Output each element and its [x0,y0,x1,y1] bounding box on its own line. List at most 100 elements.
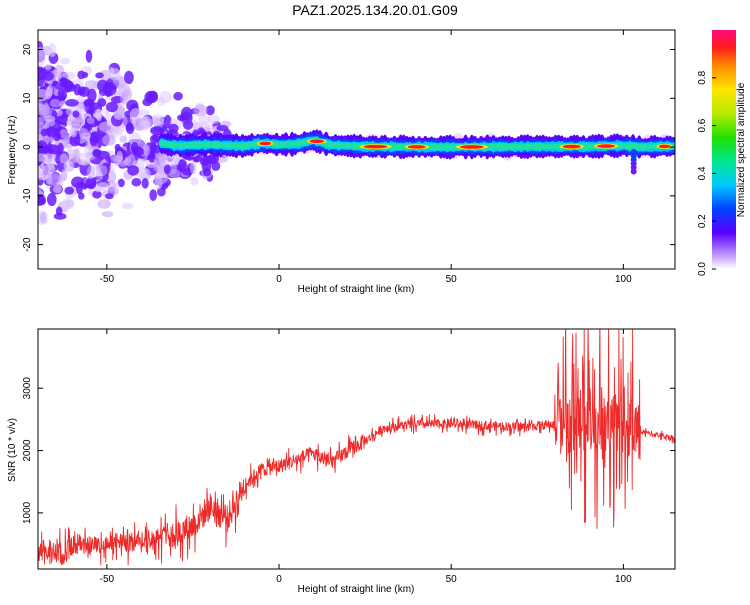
spectrogram-panel: -50 0 50 100 -20 -10 0 10 20 Height of straight… [7,29,747,295]
x-tick-label: 50 [446,574,458,585]
noise-blob [105,101,118,113]
x-tick-label: 0 [276,274,282,285]
noise-blob [44,63,52,71]
spectrogram-x-ticks: -50 0 50 100 [100,30,632,285]
hot-segment [309,139,325,144]
noise-blob [55,206,63,216]
noise-blob [53,212,67,220]
noise-blob [61,198,75,210]
noise-blob [97,199,112,209]
noise-blob [101,211,114,218]
noise-blob [63,160,75,172]
noise-blob [216,124,229,132]
x-tick-label: -50 [100,274,115,285]
noise-blob [95,108,103,122]
spectrogram-y-axis-label: Frequency (Hz) [7,116,18,185]
noise-blob [201,159,212,173]
noise-blob [38,196,46,206]
spectrogram-x-axis-label: Height of straight line (km) [298,284,415,295]
noise-blob [207,115,221,124]
noise-blob [45,152,57,161]
figure-title: PAZ1.2025.134.20.01.G09 [292,2,458,18]
noise-blob [60,79,73,93]
noise-blob [59,129,68,139]
noise-blob [143,144,151,156]
noise-blob [99,165,108,176]
noise-blob [46,192,57,207]
noise-blob [205,105,215,116]
noise-blob [60,57,71,65]
noise-blob [76,152,90,166]
noise-blob [139,109,150,116]
x-tick-label: 100 [615,574,632,585]
colorbar [712,30,736,269]
noise-blob [65,98,79,107]
x-tick-label: -50 [100,574,115,585]
noise-blob [38,99,44,112]
noise-blob [59,153,69,164]
noise-blob [96,181,109,191]
noise-blob [157,96,165,106]
noise-blob [97,79,108,92]
noise-blob [116,150,123,163]
noise-blob [39,105,52,119]
hot-segment [407,145,426,149]
noise-blob [173,91,183,101]
noise-blob [149,189,157,202]
noise-blob [119,135,128,143]
noise-blob [73,83,82,96]
noise-blob [132,118,145,131]
spectrogram-frame [37,29,676,270]
noise-blob [176,114,188,122]
noise-blob [92,190,102,199]
noise-blob [39,211,47,224]
noise-blob [163,114,172,129]
y-tick-label: -20 [22,237,33,252]
noise-blob [86,165,96,180]
noise-blob [48,43,57,57]
hot-segment [459,145,484,149]
noise-blob [177,159,187,172]
noise-blob [163,164,171,175]
noise-blob [153,117,164,130]
noise-blob [46,144,61,155]
noise-blob [118,84,131,98]
noise-blob [140,120,151,127]
noise-blob [153,171,168,185]
snr-x-ticks: -50 0 50 100 [100,329,632,585]
noise-blob [193,104,208,117]
y-tick-label: 10 [22,92,33,104]
noise-blob [131,146,145,157]
noise-blob [141,178,149,189]
noise-blob [85,49,93,63]
noise-blob [144,90,158,104]
snr-y-ticks: 1000 2000 3000 [22,377,675,524]
y-tick-label: 0 [22,144,33,150]
noise-blob [85,177,97,190]
noise-blob [107,179,117,192]
noise-blob [89,132,99,147]
noise-blob [95,72,104,79]
noise-blob [198,115,211,124]
noise-blob [77,95,85,104]
colorbar-label: Normalized spectral amplitude [736,82,747,217]
noise-blob [38,88,49,102]
noise-blob [57,87,64,102]
x-tick-label: 50 [446,274,458,285]
noise-blob [52,185,62,194]
ridge-dip [630,168,637,175]
noise-blob [69,134,81,147]
noise-blob [131,177,142,187]
noise-blob [38,75,45,87]
y-tick-label: 20 [22,44,33,56]
snr-x-axis-label: Height of straight line (km) [298,584,415,595]
x-tick-label: 0 [276,574,282,585]
noise-blob [40,128,48,137]
noise-blob [105,193,114,200]
noise-blob [190,122,204,129]
spectral-amplitude-blobs [38,41,675,225]
noise-blob [127,165,140,176]
noise-blob [70,127,78,138]
noise-blob [38,46,46,57]
